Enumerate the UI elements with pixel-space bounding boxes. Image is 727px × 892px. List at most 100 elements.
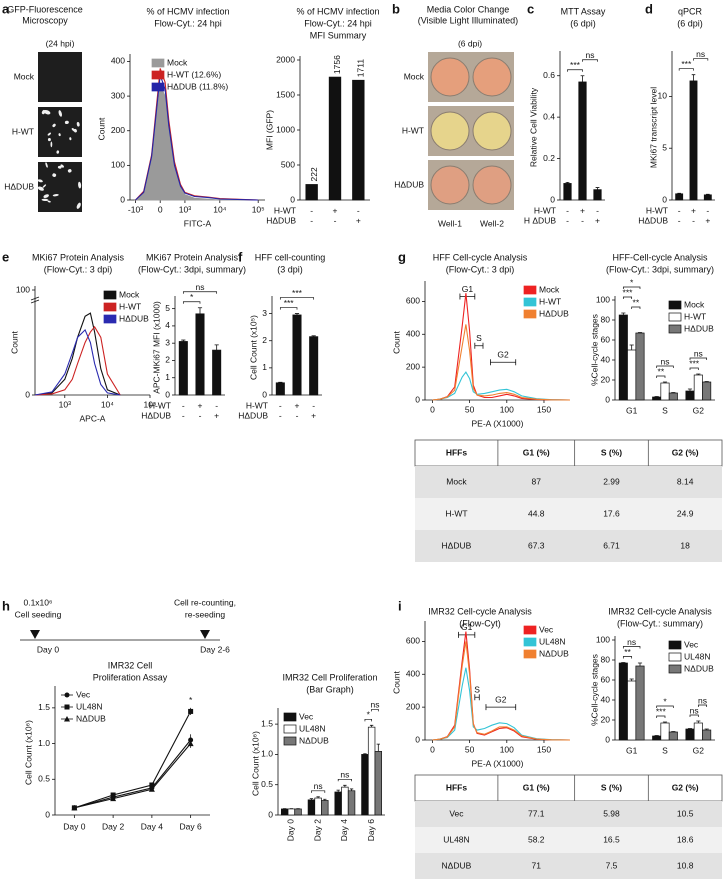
legend-label: Mock: [684, 299, 705, 309]
y-axis-label: Count: [96, 117, 106, 140]
bar: [653, 736, 661, 740]
table-cell: 67.3: [528, 540, 545, 550]
legend-swatch: [669, 301, 681, 309]
y-axis-label: MFI (GFP): [264, 110, 274, 150]
y-tick-label: 0: [605, 734, 610, 744]
legend-swatch: [152, 71, 164, 79]
x-axis-label: PE-A (X1000): [472, 418, 524, 428]
significance-bracket: [311, 791, 324, 793]
chart-title: (Flow-Cyt.: 3dpi, summary): [138, 264, 246, 274]
y-tick-label: 3: [165, 337, 170, 347]
chart-title: % of HCMV infection: [296, 6, 379, 16]
treatment-sign: -: [296, 410, 299, 420]
table-cell: 7.5: [606, 860, 618, 870]
treatment-sign: +: [356, 215, 361, 225]
bar: [288, 809, 295, 815]
legend-label: H-WT (12.6%): [167, 69, 221, 79]
legend-label: UL48N: [76, 701, 102, 711]
y-axis-label: MKi67 transcript level: [648, 87, 658, 168]
legend-swatch: [669, 313, 681, 321]
bar: [329, 77, 341, 200]
legend-label: HΔDUB (11.8%): [167, 81, 228, 91]
bar: [196, 314, 204, 395]
legend-swatch: [524, 298, 536, 306]
bar: [628, 350, 636, 400]
y-tick-label: 0: [25, 389, 30, 399]
table-header-cell: HFFs: [446, 782, 468, 792]
significance-label: ***: [681, 59, 692, 69]
bar: [669, 393, 677, 400]
value-label: 1756: [332, 55, 342, 74]
treatment-label: HΔDUB: [266, 215, 296, 225]
legend-label: UL48N: [684, 651, 710, 661]
legend-marker: [65, 693, 70, 698]
bar: [661, 723, 669, 740]
image-note: (6 dpi): [458, 38, 482, 48]
x-axis-label: PE-A (X1000): [472, 758, 524, 768]
significance-label: **: [658, 366, 665, 376]
significance-label: ns: [696, 49, 705, 59]
y-tick-label: 0: [45, 809, 50, 819]
y-tick-label: 1.0: [38, 738, 50, 748]
x-axis-label: FITC-A: [184, 218, 212, 228]
y-tick-label: 0: [268, 809, 273, 819]
significance-label: ns: [196, 282, 205, 292]
timeline-note: 0.1x10⁶: [23, 597, 52, 607]
bar: [694, 723, 702, 740]
x-tick-label: G1: [626, 745, 638, 755]
y-tick-label: 100: [111, 160, 125, 170]
y-tick-label: 100: [16, 284, 30, 294]
panel-label: b: [392, 1, 400, 16]
panel-label: i: [398, 598, 402, 613]
table-cell: 87: [532, 476, 542, 486]
x-tick-label: 150: [537, 404, 551, 414]
legend-marker: [65, 705, 70, 710]
y-tick-label: 0: [605, 394, 610, 404]
y-tick-label: 200: [406, 361, 420, 371]
area: [136, 86, 259, 200]
y-tick-label: 400: [406, 669, 420, 679]
bar: [362, 754, 369, 815]
treatment-sign: -: [312, 400, 315, 410]
legend-swatch: [524, 310, 536, 318]
column-label: Well-2: [480, 218, 504, 228]
y-axis-label: Relative Cell Viability: [528, 87, 538, 167]
y-tick-label: 400: [406, 329, 420, 339]
well: [473, 166, 511, 204]
significance-label: ***: [570, 60, 581, 70]
bar: [676, 194, 683, 200]
x-tick-label: 150: [537, 744, 551, 754]
legend-label: Vec: [539, 624, 554, 634]
x-tick-label: S: [662, 405, 668, 415]
treatment-sign: +: [333, 205, 338, 215]
gate: [490, 359, 515, 365]
x-tick-label: Day 0: [286, 819, 296, 841]
treatment-label: HΔDUB: [141, 410, 171, 420]
bar: [375, 751, 382, 815]
significance-label: ***: [284, 298, 295, 308]
table-cell: 6.71: [603, 540, 620, 550]
significance-label: **: [633, 297, 640, 307]
legend-label: Vec: [299, 711, 314, 721]
table-cell: 5.98: [603, 808, 620, 818]
y-tick-label: 5: [662, 142, 667, 152]
micrograph: [38, 52, 82, 102]
infected-cell: [50, 142, 52, 148]
chart-title: (Flow-Cyt.: 3 dpi): [44, 264, 113, 274]
chart-title: IMR32 Cell: [108, 660, 153, 670]
y-axis-label: Count: [391, 331, 401, 354]
x-tick-label: 50: [465, 404, 475, 414]
timeline-day: Day 2-6: [200, 644, 230, 654]
table-cell: HΔDUB: [442, 540, 472, 550]
legend-label: Vec: [76, 689, 91, 699]
treatment-sign: +: [198, 400, 203, 410]
legend-label: NΔDUB: [76, 713, 106, 723]
treatment-sign: +: [295, 400, 300, 410]
table-cell: 58.2: [528, 834, 545, 844]
y-tick-label: 0: [415, 734, 420, 744]
table-cell: 16.5: [603, 834, 620, 844]
x-tick-label: Day 4: [141, 821, 163, 831]
significance-label: ***: [292, 288, 303, 298]
legend-swatch: [104, 303, 116, 311]
table-cell: 10.5: [677, 808, 694, 818]
